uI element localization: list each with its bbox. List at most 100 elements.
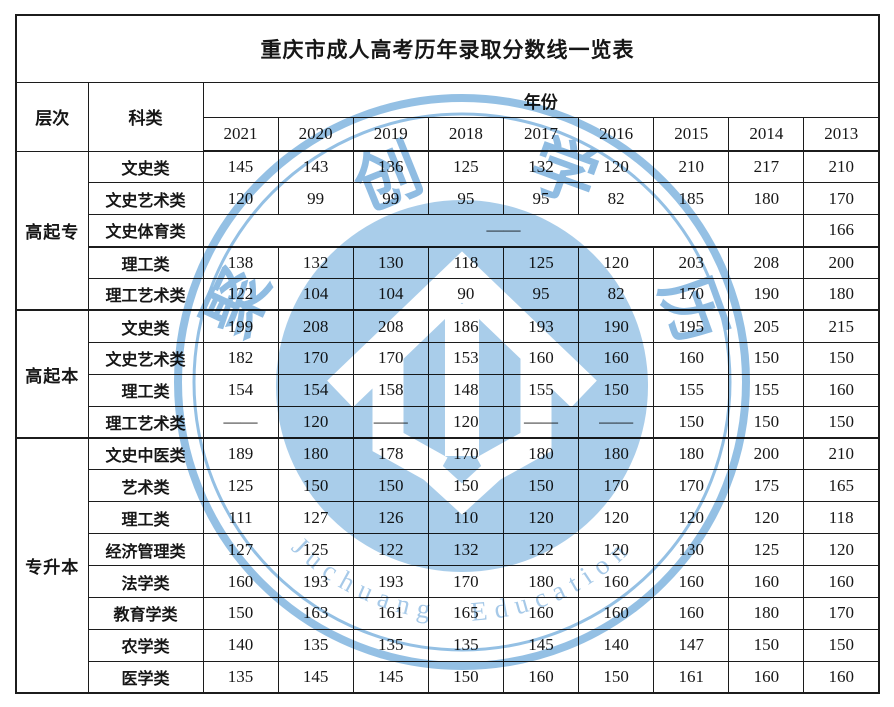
level-cell: 专升本 [15,437,89,694]
category-cell: 文史类 [87,150,204,184]
score-cell: 193 [277,565,354,598]
score-cell: 189 [202,437,279,471]
score-cell: 160 [502,596,580,630]
score-cell: 82 [578,182,655,216]
table-row: 文史艺术类 120 99 99 95 95 82 185 180 170 [16,182,880,216]
score-cell: 160 [653,341,730,375]
score-cell: 160 [728,565,805,598]
table-row: 教育学类 150 163 161 165 160 160 160 180 170 [16,596,880,630]
score-cell: 170 [427,437,504,471]
year-header: 2017 [502,117,580,152]
category-cell: 文史类 [87,309,204,343]
score-cell: 120 [202,182,279,216]
category-cell: 法学类 [87,565,204,598]
score-cell: 215 [803,309,880,343]
year-header: 2014 [728,117,805,152]
category-cell: 理工类 [87,245,204,280]
score-cell: 120 [578,150,655,184]
table-row: 文史艺术类 182 170 170 153 160 160 160 150 150 [16,341,880,375]
table-row: 法学类 160 193 193 170 180 160 160 160 160 [16,565,880,598]
category-cell: 艺术类 [87,469,204,503]
score-cell: 150 [803,628,880,662]
score-cell: 160 [653,596,730,630]
score-cell: 160 [803,373,880,407]
score-cell: 150 [202,596,279,630]
score-cell: 180 [728,182,805,216]
score-cell: —— [502,405,580,439]
score-cell: 203 [653,245,730,280]
score-cell: 160 [803,660,880,694]
score-cell: 122 [502,533,580,567]
category-cell: 理工艺术类 [87,405,204,439]
score-cell: 150 [803,405,880,439]
score-cell: 122 [202,278,279,311]
admission-scores-table: 重庆市成人高考历年录取分数线一览表 层次 科类 年份 2021 2020 2019 2… [15,14,880,695]
score-cell: 160 [578,341,655,375]
year-header: 2018 [427,117,504,152]
score-cell: 193 [352,565,429,598]
score-cell: 130 [653,533,730,567]
table-row: 理工类 138 132 130 118 125 120 203 208 200 [16,245,880,280]
score-cell: 200 [803,245,880,280]
score-cell: 195 [653,309,730,343]
level-cell: 高起专 [15,150,89,311]
category-cell: 理工类 [87,501,204,535]
score-cell: 208 [728,245,805,280]
score-cell: 182 [202,341,279,375]
score-cell: 95 [502,278,580,311]
score-cell: 166 [803,214,880,248]
score-cell: 180 [803,278,880,311]
score-cell: 199 [202,309,279,343]
score-cell: 190 [728,278,805,311]
score-cell: 145 [352,660,429,694]
score-cell: 132 [427,533,504,567]
year-header: 2019 [352,117,429,152]
category-cell: 文史中医类 [87,437,204,471]
score-cell: 180 [502,565,580,598]
score-cell: 120 [578,501,655,535]
score-cell: 178 [352,437,429,471]
category-cell: 医学类 [87,660,204,694]
table-row: 经济管理类 127 125 122 132 122 120 130 125 120 [16,533,880,567]
table-row: 艺术类 125 150 150 150 150 170 170 175 165 [16,469,880,503]
score-cell: 180 [502,437,580,471]
score-cell: 200 [728,437,805,471]
score-cell: 160 [502,341,580,375]
score-cell: 140 [578,628,655,662]
year-header: 2013 [803,117,880,152]
score-cell: 145 [277,660,354,694]
page-title: 重庆市成人高考历年录取分数线一览表 [15,14,880,83]
score-cell: 165 [803,469,880,503]
score-cell: 122 [352,533,429,567]
score-cell: 205 [728,309,805,343]
score-cell: 82 [578,278,655,311]
score-cell: 148 [427,373,504,407]
score-cell: —— [578,405,655,439]
score-cell: 210 [803,150,880,184]
score-cell: 186 [427,309,504,343]
score-cell: 160 [728,660,805,694]
score-cell: 136 [352,150,429,184]
score-cell: 180 [653,437,730,471]
score-cell: 193 [502,309,580,343]
score-cell: 170 [578,469,655,503]
score-cell: 125 [502,245,580,280]
score-cell: 104 [277,278,354,311]
table-row: 高起本 文史类 199 208 208 186 193 190 195 205 215 [15,309,880,439]
score-cell: 125 [427,150,504,184]
year-header: 2016 [578,117,655,152]
score-cell: 145 [202,150,279,184]
category-cell: 文史体育类 [87,214,204,248]
title-row: 重庆市成人高考历年录取分数线一览表 [15,14,880,83]
score-cell: 155 [728,373,805,407]
score-cell: 120 [277,405,354,439]
score-cell: —— [202,405,279,439]
table-row: 医学类 135 145 145 150 160 150 161 160 160 [16,660,880,694]
table-row: 文史体育类 —— 166 [16,214,880,248]
score-cell: 125 [277,533,354,567]
score-cell: 143 [277,150,354,184]
score-cell: 150 [653,405,730,439]
score-cell: 138 [202,245,279,280]
year-header: 2021 [202,117,279,152]
